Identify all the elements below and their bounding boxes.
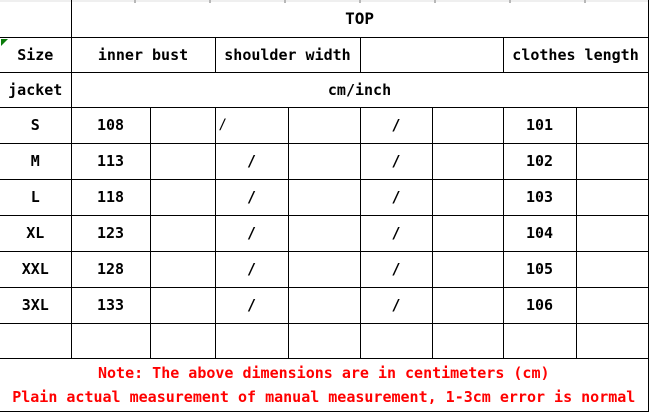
size-cell: XXL <box>0 250 72 288</box>
shoulder-value-cell: / <box>214 106 289 144</box>
clothes-length-value-cell: 106 <box>502 286 577 324</box>
table-cell <box>359 36 504 73</box>
table-cell <box>431 250 504 288</box>
inner-bust-value-cell: 128 <box>70 250 151 288</box>
table-cell <box>149 106 216 144</box>
table-cell <box>575 106 649 144</box>
inner-bust-value-cell: 113 <box>70 142 151 180</box>
table-cell <box>575 214 649 252</box>
table-cell <box>149 250 216 288</box>
table-cell <box>575 250 649 288</box>
note-line-2: Plain actual measurement of manual measu… <box>12 387 636 406</box>
table-cell <box>287 286 361 324</box>
column-header-size: Size <box>0 36 72 73</box>
table-cell <box>431 214 504 252</box>
size-cell: 3XL <box>0 286 72 324</box>
clothes-length-value-cell: 103 <box>502 178 577 216</box>
table-cell <box>149 214 216 252</box>
shoulder-value-cell: / <box>214 214 289 252</box>
size-cell: M <box>0 142 72 180</box>
inner-bust-value-cell: 118 <box>70 178 151 216</box>
clothes-length-value-cell: 105 <box>502 250 577 288</box>
table-row-empty <box>0 322 649 359</box>
table-row-size-l: L 118 / / 103 <box>0 178 649 216</box>
clothes-length-value-cell: 101 <box>502 106 577 144</box>
note-line-1: Note: The above dimensions are in centim… <box>97 363 550 382</box>
table-cell <box>575 286 649 324</box>
table-cell <box>575 142 649 180</box>
table-cell <box>0 322 72 359</box>
table-cell <box>502 322 577 359</box>
table-cell <box>287 178 361 216</box>
table-row-size-s: S 108 / / 101 <box>0 106 649 144</box>
table-cell <box>431 142 504 180</box>
cell-error-triangle-icon <box>1 39 8 46</box>
table-cell <box>287 142 361 180</box>
measure-value-cell: / <box>359 106 433 144</box>
clothes-length-value-cell: 104 <box>502 214 577 252</box>
size-cell: S <box>0 106 72 144</box>
clothes-length-value-cell: 102 <box>502 142 577 180</box>
table-cell <box>149 322 216 359</box>
inner-bust-value-cell: 133 <box>70 286 151 324</box>
table-row-headers: Size inner bust shoulder width clothes l… <box>0 36 649 73</box>
shoulder-value-cell: / <box>214 178 289 216</box>
table-row-note: Note: The above dimensions are in centim… <box>0 357 649 412</box>
table-row-size-3xl: 3XL 133 / / 106 <box>0 286 649 324</box>
measure-value-cell: / <box>359 142 433 180</box>
inner-bust-value-cell: 123 <box>70 214 151 252</box>
table-cell <box>431 286 504 324</box>
measure-value-cell: / <box>359 178 433 216</box>
inner-bust-value-cell: 108 <box>70 106 151 144</box>
measure-value-cell: / <box>359 250 433 288</box>
table-cell <box>359 322 433 359</box>
table-cell <box>287 250 361 288</box>
column-header-shoulder-width: shoulder width <box>214 36 361 73</box>
table-cell <box>575 178 649 216</box>
table-cell <box>149 142 216 180</box>
measure-value-cell: / <box>359 214 433 252</box>
unit-cell: cm/inch <box>70 71 649 108</box>
column-header-clothes-length: clothes length <box>502 36 649 73</box>
top-header-cell: TOP <box>70 0 649 38</box>
table-row-size-m: M 113 / / 102 <box>0 142 649 180</box>
measure-value-cell: / <box>359 286 433 324</box>
table-cell <box>287 106 361 144</box>
table-cell <box>70 322 151 359</box>
table-cell <box>214 322 289 359</box>
shoulder-value-cell: / <box>214 250 289 288</box>
table-row-size-xl: XL 123 / / 104 <box>0 214 649 252</box>
table-cell <box>287 322 361 359</box>
jacket-label-cell: jacket <box>0 71 72 108</box>
table-row-size-xxl: XXL 128 / / 105 <box>0 250 649 288</box>
table-cell <box>431 322 504 359</box>
table-cell <box>287 214 361 252</box>
table-cell <box>149 286 216 324</box>
table-cell <box>575 322 649 359</box>
table-cell <box>0 0 72 38</box>
table-cell <box>149 178 216 216</box>
size-cell: L <box>0 178 72 216</box>
note-cell: Note: The above dimensions are in centim… <box>0 357 649 412</box>
table-cell <box>431 106 504 144</box>
column-header-inner-bust: inner bust <box>70 36 216 73</box>
table-row-top: TOP <box>0 0 649 38</box>
shoulder-value-cell: / <box>214 286 289 324</box>
shoulder-value-cell: / <box>214 142 289 180</box>
table-row-unit: jacket cm/inch <box>0 71 649 108</box>
size-cell: XL <box>0 214 72 252</box>
table-cell <box>431 178 504 216</box>
